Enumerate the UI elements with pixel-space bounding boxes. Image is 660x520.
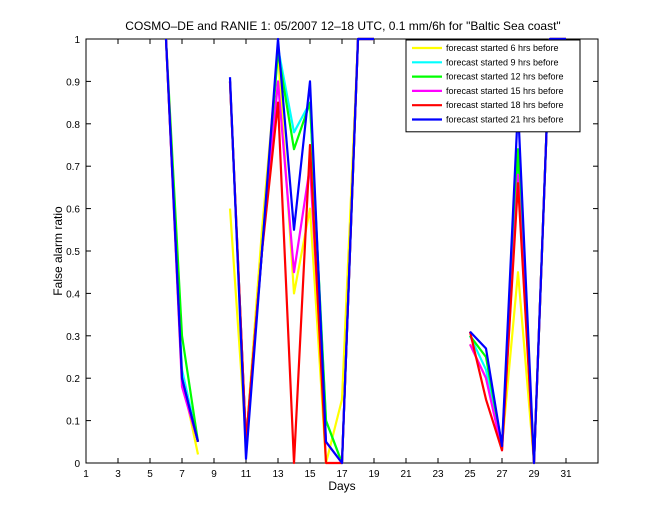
x-tick-label: 7 [179,469,185,480]
y-tick-label: 0.4 [66,289,80,300]
legend-box [405,39,581,133]
x-tick-label: 13 [272,469,284,480]
x-axis-title: Days [328,479,355,493]
y-tick-label: 0 [74,459,80,470]
x-tick-label: 25 [464,469,476,480]
y-tick-label: 0.6 [66,205,80,216]
x-tick-label: 11 [241,469,252,480]
legend-label: forecast started 9 hrs before [446,57,559,67]
x-tick-label: 31 [560,469,572,480]
x-tick-label: 5 [147,469,153,480]
legend-label: forecast started 18 hrs before [446,100,564,110]
y-tick-label: 1 [74,35,80,46]
x-tick-label: 1 [83,469,89,480]
x-tick-label: 9 [211,469,217,480]
x-tick-label: 17 [336,469,348,480]
legend-label: forecast started 21 hrs before [446,115,564,125]
y-tick-label: 0.1 [66,417,80,428]
x-tick-label: 15 [304,469,316,480]
y-tick-label: 0.7 [66,162,80,173]
legend-label: forecast started 12 hrs before [446,72,564,82]
x-tick-label: 23 [432,469,444,480]
y-tick-label: 0.5 [66,247,80,258]
chart-title: COSMO–DE and RANIE 1: 05/2007 12–18 UTC,… [125,19,560,33]
y-tick-label: 0.8 [66,120,80,131]
y-tick-label: 0.3 [66,332,80,343]
x-tick-label: 29 [528,469,540,480]
y-axis-title: False alarm ratio [51,206,65,296]
x-tick-label: 21 [400,469,412,480]
tick-labels: 1 3 5 7 9 11 13 15 17 19 21 23 25 27 29 3100.10.20.30.4… [66,35,572,480]
x-tick-label: 3 [115,469,121,480]
tick-marks [85,38,598,464]
y-tick-label: 0.2 [66,374,80,385]
legend: forecast started 6 hrs before forecast st… [405,39,581,133]
x-tick-label: 27 [496,469,508,480]
legend-label: forecast started 15 hrs before [446,86,564,96]
x-tick-label: 19 [368,469,380,480]
series-lines [164,37,566,465]
y-tick-label: 0.9 [66,77,80,88]
legend-label: forecast started 6 hrs before [446,43,559,53]
